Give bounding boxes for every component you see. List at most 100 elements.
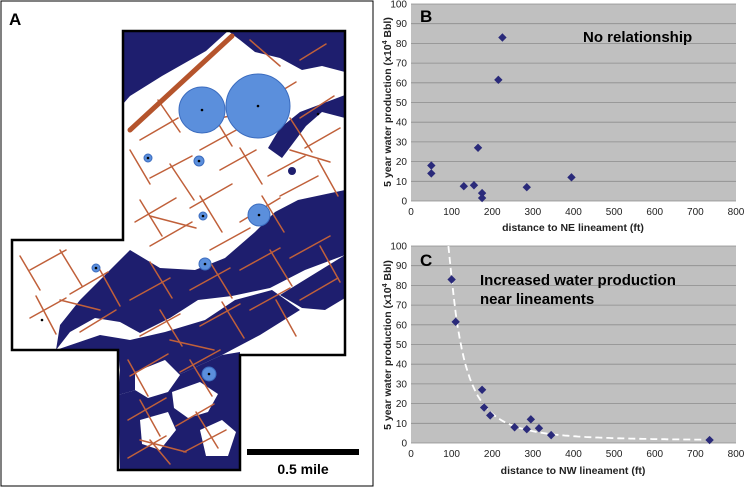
y-tick-label: 90	[396, 261, 408, 272]
y-tick-labels: 0 10 20 30 40 50 60 70 80 90 100	[390, 242, 407, 450]
y-axis-label: 5 year water production (x104 Bbl)	[382, 17, 394, 187]
data-point	[534, 424, 544, 433]
data-points	[427, 33, 576, 203]
data-point	[522, 183, 531, 192]
well-dot	[207, 372, 211, 376]
well-dot	[94, 266, 98, 270]
scale-bar: 0.5 mile	[247, 449, 359, 477]
x-tick-label: 100	[443, 449, 460, 460]
chart-annotation: near lineaments	[480, 291, 594, 308]
chart-letter: C	[420, 251, 432, 270]
data-point	[473, 143, 483, 153]
x-tick-label: 500	[606, 449, 623, 460]
data-point	[567, 173, 576, 182]
blue-band-center	[56, 190, 345, 350]
well-dot	[257, 213, 261, 217]
map-outline	[10, 29, 347, 472]
data-point	[498, 33, 507, 42]
y-tick-label: 80	[396, 281, 408, 292]
blue-region-north-lobe	[228, 31, 345, 72]
y-tick-label: 30	[396, 379, 408, 390]
y-axis-label-sup: 4	[382, 283, 389, 287]
data-point	[451, 317, 460, 327]
data-point	[477, 188, 487, 198]
y-axis-label: 5 year water production (x104 Bbl)	[382, 260, 394, 430]
y-tick-label: 0	[401, 197, 407, 208]
chart-c: 0 10 20 30 40 50 60 70 80 90 100 0 100 200 300 400 500 6…	[382, 242, 745, 478]
map-panel-letter: A	[9, 10, 21, 29]
y-tick-label: 30	[396, 137, 408, 148]
x-tick-label: 600	[646, 207, 663, 218]
y-axis-label-tail: Bbl)	[382, 17, 394, 40]
data-point	[479, 403, 489, 412]
data-point	[447, 275, 456, 284]
x-tick-label: 600	[646, 449, 663, 460]
data-point	[427, 161, 436, 170]
y-tick-label: 0	[401, 439, 407, 450]
chart-b: 0 10 20 30 40 50 60 70 80 90 100 0 100 200 300 400 500 6…	[382, 0, 745, 234]
well-dot	[200, 108, 204, 112]
gridlines	[411, 245, 736, 444]
x-tick-labels: 0 100 200 300 400 500 600 700 800	[408, 207, 745, 218]
chart-annotation: No relationship	[583, 29, 692, 46]
y-tick-label: 60	[396, 320, 408, 331]
y-tick-label: 10	[396, 419, 408, 430]
y-tick-label: 80	[396, 39, 408, 50]
blue-region-left	[280, 255, 345, 310]
x-tick-label: 200	[484, 449, 501, 460]
data-point	[494, 75, 503, 85]
y-tick-label: 50	[396, 340, 408, 351]
y-tick-label: 20	[396, 157, 408, 168]
chart-annotation: Increased water production	[480, 272, 676, 289]
y-tick-labels: 0 10 20 30 40 50 60 70 80 90 100	[390, 0, 407, 208]
well-dot	[203, 262, 207, 266]
x-tick-label: 700	[687, 207, 704, 218]
x-tick-label: 500	[606, 207, 623, 218]
y-tick-label: 90	[396, 19, 408, 30]
well-dot	[40, 318, 44, 322]
y-axis-label-main: 5 year water production (x10	[382, 44, 394, 187]
y-tick-label: 50	[396, 98, 408, 109]
data-point	[526, 415, 536, 424]
x-tick-labels: 0 100 200 300 400 500 600 700 800	[408, 449, 745, 460]
y-tick-label: 40	[396, 360, 408, 371]
scale-bar-label: 0.5 mile	[277, 461, 329, 477]
well-dot	[316, 112, 320, 116]
y-tick-label: 70	[396, 301, 408, 312]
x-tick-label: 400	[565, 207, 582, 218]
x-axis-label: distance to NW lineament (ft)	[501, 465, 646, 477]
y-axis-label-tail: Bbl)	[382, 260, 394, 283]
gridlines	[411, 3, 736, 202]
y-axis-label-main: 5 year water production (x10	[382, 287, 394, 430]
x-tick-label: 800	[728, 207, 745, 218]
x-tick-label: 700	[687, 449, 704, 460]
data-point	[427, 169, 436, 178]
y-tick-label: 10	[396, 177, 408, 188]
map-panel: A	[0, 0, 374, 487]
x-tick-label: 300	[525, 207, 542, 218]
data-point	[546, 430, 556, 440]
data-point	[510, 423, 519, 432]
well-dot	[256, 104, 260, 108]
white-region-south-a	[135, 360, 180, 398]
data-point	[477, 385, 487, 395]
data-point	[522, 425, 531, 434]
lineaments	[19, 39, 341, 465]
y-tick-label: 100	[390, 0, 407, 11]
ne-lineament-bar	[127, 33, 235, 133]
well-dot	[201, 214, 205, 218]
x-tick-label: 100	[443, 207, 460, 218]
well-dot	[288, 167, 296, 175]
x-tick-label: 200	[484, 207, 501, 218]
x-tick-label: 0	[408, 449, 414, 460]
wells	[40, 73, 320, 382]
y-tick-label: 40	[396, 118, 408, 129]
y-tick-label: 60	[396, 78, 408, 89]
data-point	[705, 435, 714, 445]
data-point	[486, 411, 495, 420]
y-axis-label-sup: 4	[382, 40, 389, 44]
well-dot	[197, 159, 201, 163]
data-point	[477, 193, 487, 203]
x-tick-label: 800	[728, 449, 745, 460]
y-tick-label: 20	[396, 399, 408, 410]
